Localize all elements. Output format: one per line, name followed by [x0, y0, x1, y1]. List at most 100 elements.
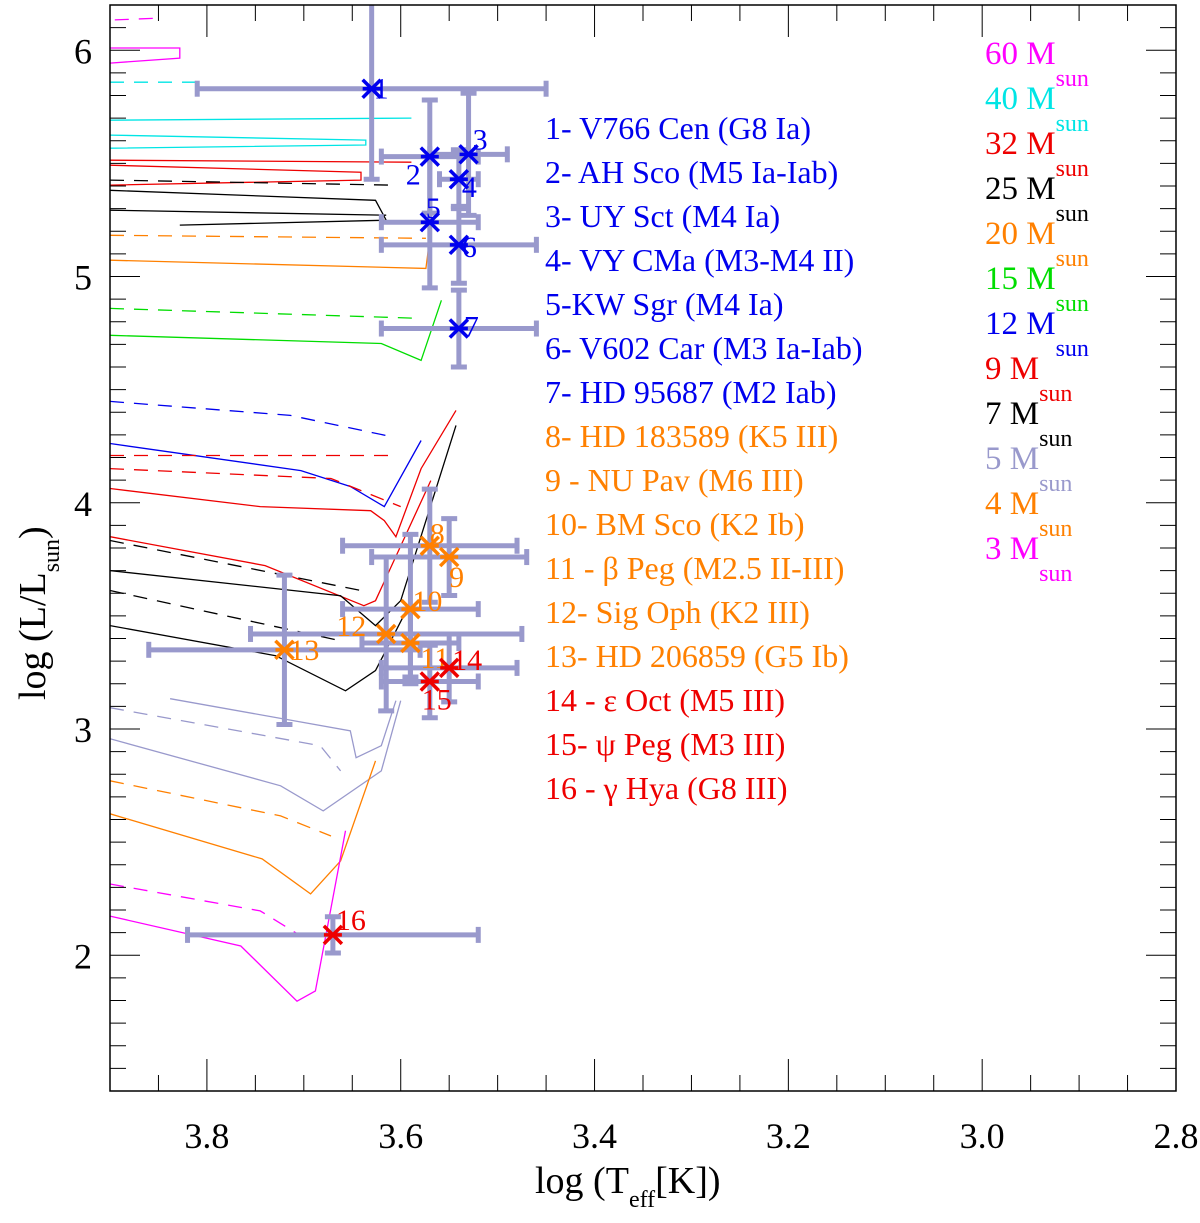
evolutionary-tracks — [110, 17, 457, 1003]
legend-entry-11: 11 - β Peg (M2.5 II-III) — [545, 550, 844, 586]
legend-entry-5: 5-KW Sgr (M4 Ia) — [545, 286, 783, 322]
track-3-msun-dashed — [110, 883, 302, 937]
track-9-msun-solid — [110, 480, 432, 607]
star-marker-7 — [448, 318, 470, 339]
track-25-msun-solid — [110, 209, 387, 216]
mass-label: 32 M — [985, 126, 1056, 162]
legend-entry-1: 1- V766 Cen (G8 Ia) — [545, 110, 811, 146]
track-40-msun-solid — [110, 134, 367, 149]
legend-entry-14: 14 - ε Oct (M5 III) — [545, 682, 785, 718]
mass-label-sub: sun — [1039, 381, 1072, 407]
star-label-5: 5 — [426, 192, 441, 225]
track-12-msun-dashed — [110, 400, 392, 438]
y-tick-label: 3 — [74, 710, 92, 750]
track-4-msun-dashed — [110, 780, 332, 837]
mass-label: 25 M — [985, 171, 1056, 207]
track-7-msun-dashed — [110, 539, 362, 592]
star-marker-11 — [400, 632, 421, 654]
star-legend: 1- V766 Cen (G8 Ia) 2- AH Sco (M5 Ia-Iab)… — [545, 110, 863, 806]
star-marker-8 — [419, 535, 441, 556]
star-marker-2 — [419, 146, 441, 167]
legend-entry-13: 13- HD 206859 (G5 Ib) — [545, 638, 849, 674]
x-axis-label: log (Teff[K]) — [535, 1160, 721, 1213]
star-label-1: 1 — [374, 73, 389, 106]
mass-label-sub: sun — [1056, 156, 1089, 182]
mass-label-sub: sun — [1039, 426, 1072, 452]
mass-label: 15 M — [985, 261, 1056, 297]
star-label-6: 6 — [462, 231, 477, 264]
mass-legend-entry: 15 Msun — [985, 261, 1089, 317]
y-tick-label: 4 — [74, 484, 92, 524]
legend-entry-2: 2- AH Sco (M5 Ia-Iab) — [545, 154, 838, 190]
star-label-12: 12 — [336, 610, 366, 643]
mass-legend-entry: 32 Msun — [985, 126, 1089, 182]
x-tick-label: 3.4 — [572, 1116, 617, 1156]
legend-entry-9: 9 - NU Pav (M6 III) — [545, 462, 804, 498]
star-label-4: 4 — [462, 171, 477, 204]
mass-legend-entry: 4 Msun — [985, 486, 1072, 542]
star-label-16: 16 — [336, 904, 366, 937]
legend-entry-3: 3- UY Sct (M4 Ia) — [545, 198, 780, 234]
mass-label: 20 M — [985, 216, 1056, 252]
mass-label: 7 M — [985, 396, 1039, 432]
mass-label-sub: sun — [1039, 561, 1072, 587]
star-marker-13 — [274, 639, 295, 661]
track-32-msun-solid — [110, 159, 412, 163]
legend-entry-6: 6- V602 Car (M3 Ia-Iab) — [545, 330, 863, 366]
legend-entry-10: 10- BM Sco (K2 Ib) — [545, 506, 805, 542]
mass-label: 5 M — [985, 441, 1039, 477]
track-25-msun-solid — [110, 189, 388, 226]
legend-entry-16: 16 - γ Hya (G8 III) — [545, 770, 788, 806]
star-label-8: 8 — [430, 518, 445, 551]
legend-entry-15: 15- ψ Peg (M3 III) — [545, 726, 785, 762]
mass-label: 3 M — [985, 531, 1039, 567]
star-label-9: 9 — [449, 561, 464, 594]
mass-label-sub: sun — [1056, 201, 1089, 227]
track-9-msun-solid — [110, 410, 457, 539]
star-marker-9 — [438, 546, 460, 568]
mass-legend-entry: 3 Msun — [985, 531, 1072, 587]
mass-label-sub: sun — [1056, 66, 1089, 92]
mass-label: 4 M — [985, 486, 1039, 522]
mass-label-sub: sun — [1056, 291, 1089, 317]
mass-label-sub: sun — [1056, 246, 1089, 272]
mass-label-sub: sun — [1039, 471, 1072, 497]
star-label-14: 14 — [452, 644, 482, 677]
star-marker-12 — [375, 623, 397, 645]
star-label-7: 7 — [464, 311, 479, 344]
mass-legend-entry: 40 Msun — [985, 81, 1089, 137]
star-label-2: 2 — [406, 159, 421, 192]
track-7-msun-solid — [110, 425, 457, 627]
y-axis-label: log (L/Lsun) — [12, 526, 65, 700]
mass-legend-entry: 20 Msun — [985, 216, 1089, 272]
track-15-msun-dashed — [110, 307, 422, 320]
x-tick-label: 3.2 — [766, 1116, 811, 1156]
track-40-msun-solid — [110, 117, 412, 121]
star-marker-16 — [322, 924, 344, 946]
star-marker-14 — [438, 657, 460, 679]
mass-label: 40 M — [985, 81, 1056, 117]
track-5-msun-dashed — [110, 707, 342, 772]
y-tick-label: 5 — [74, 258, 92, 298]
legend-entry-4: 4- VY CMa (M3-M4 II) — [545, 242, 854, 278]
track-3-msun-solid — [110, 830, 347, 1003]
mass-label: 9 M — [985, 351, 1039, 387]
mass-legend-entry: 60 Msun — [985, 36, 1089, 92]
mass-label-sub: sun — [1056, 111, 1089, 137]
track-5-msun-solid — [169, 698, 397, 759]
x-tick-label: 3.8 — [184, 1116, 229, 1156]
legend-entry-12: 12- Sig Oph (K2 III) — [545, 594, 810, 630]
track-20-msun-dashed — [110, 234, 426, 239]
x-tick-label: 3.6 — [378, 1116, 423, 1156]
star-label-13: 13 — [289, 634, 319, 667]
mass-legend-entry: 25 Msun — [985, 171, 1089, 227]
mass-label-sub: sun — [1039, 516, 1072, 542]
star-marker-10 — [400, 598, 421, 620]
track-5-msun-solid — [110, 700, 402, 812]
y-tick-label: 6 — [74, 31, 92, 71]
track-9-msun-dashed — [110, 467, 401, 508]
track-60-msun-solid — [110, 47, 181, 64]
